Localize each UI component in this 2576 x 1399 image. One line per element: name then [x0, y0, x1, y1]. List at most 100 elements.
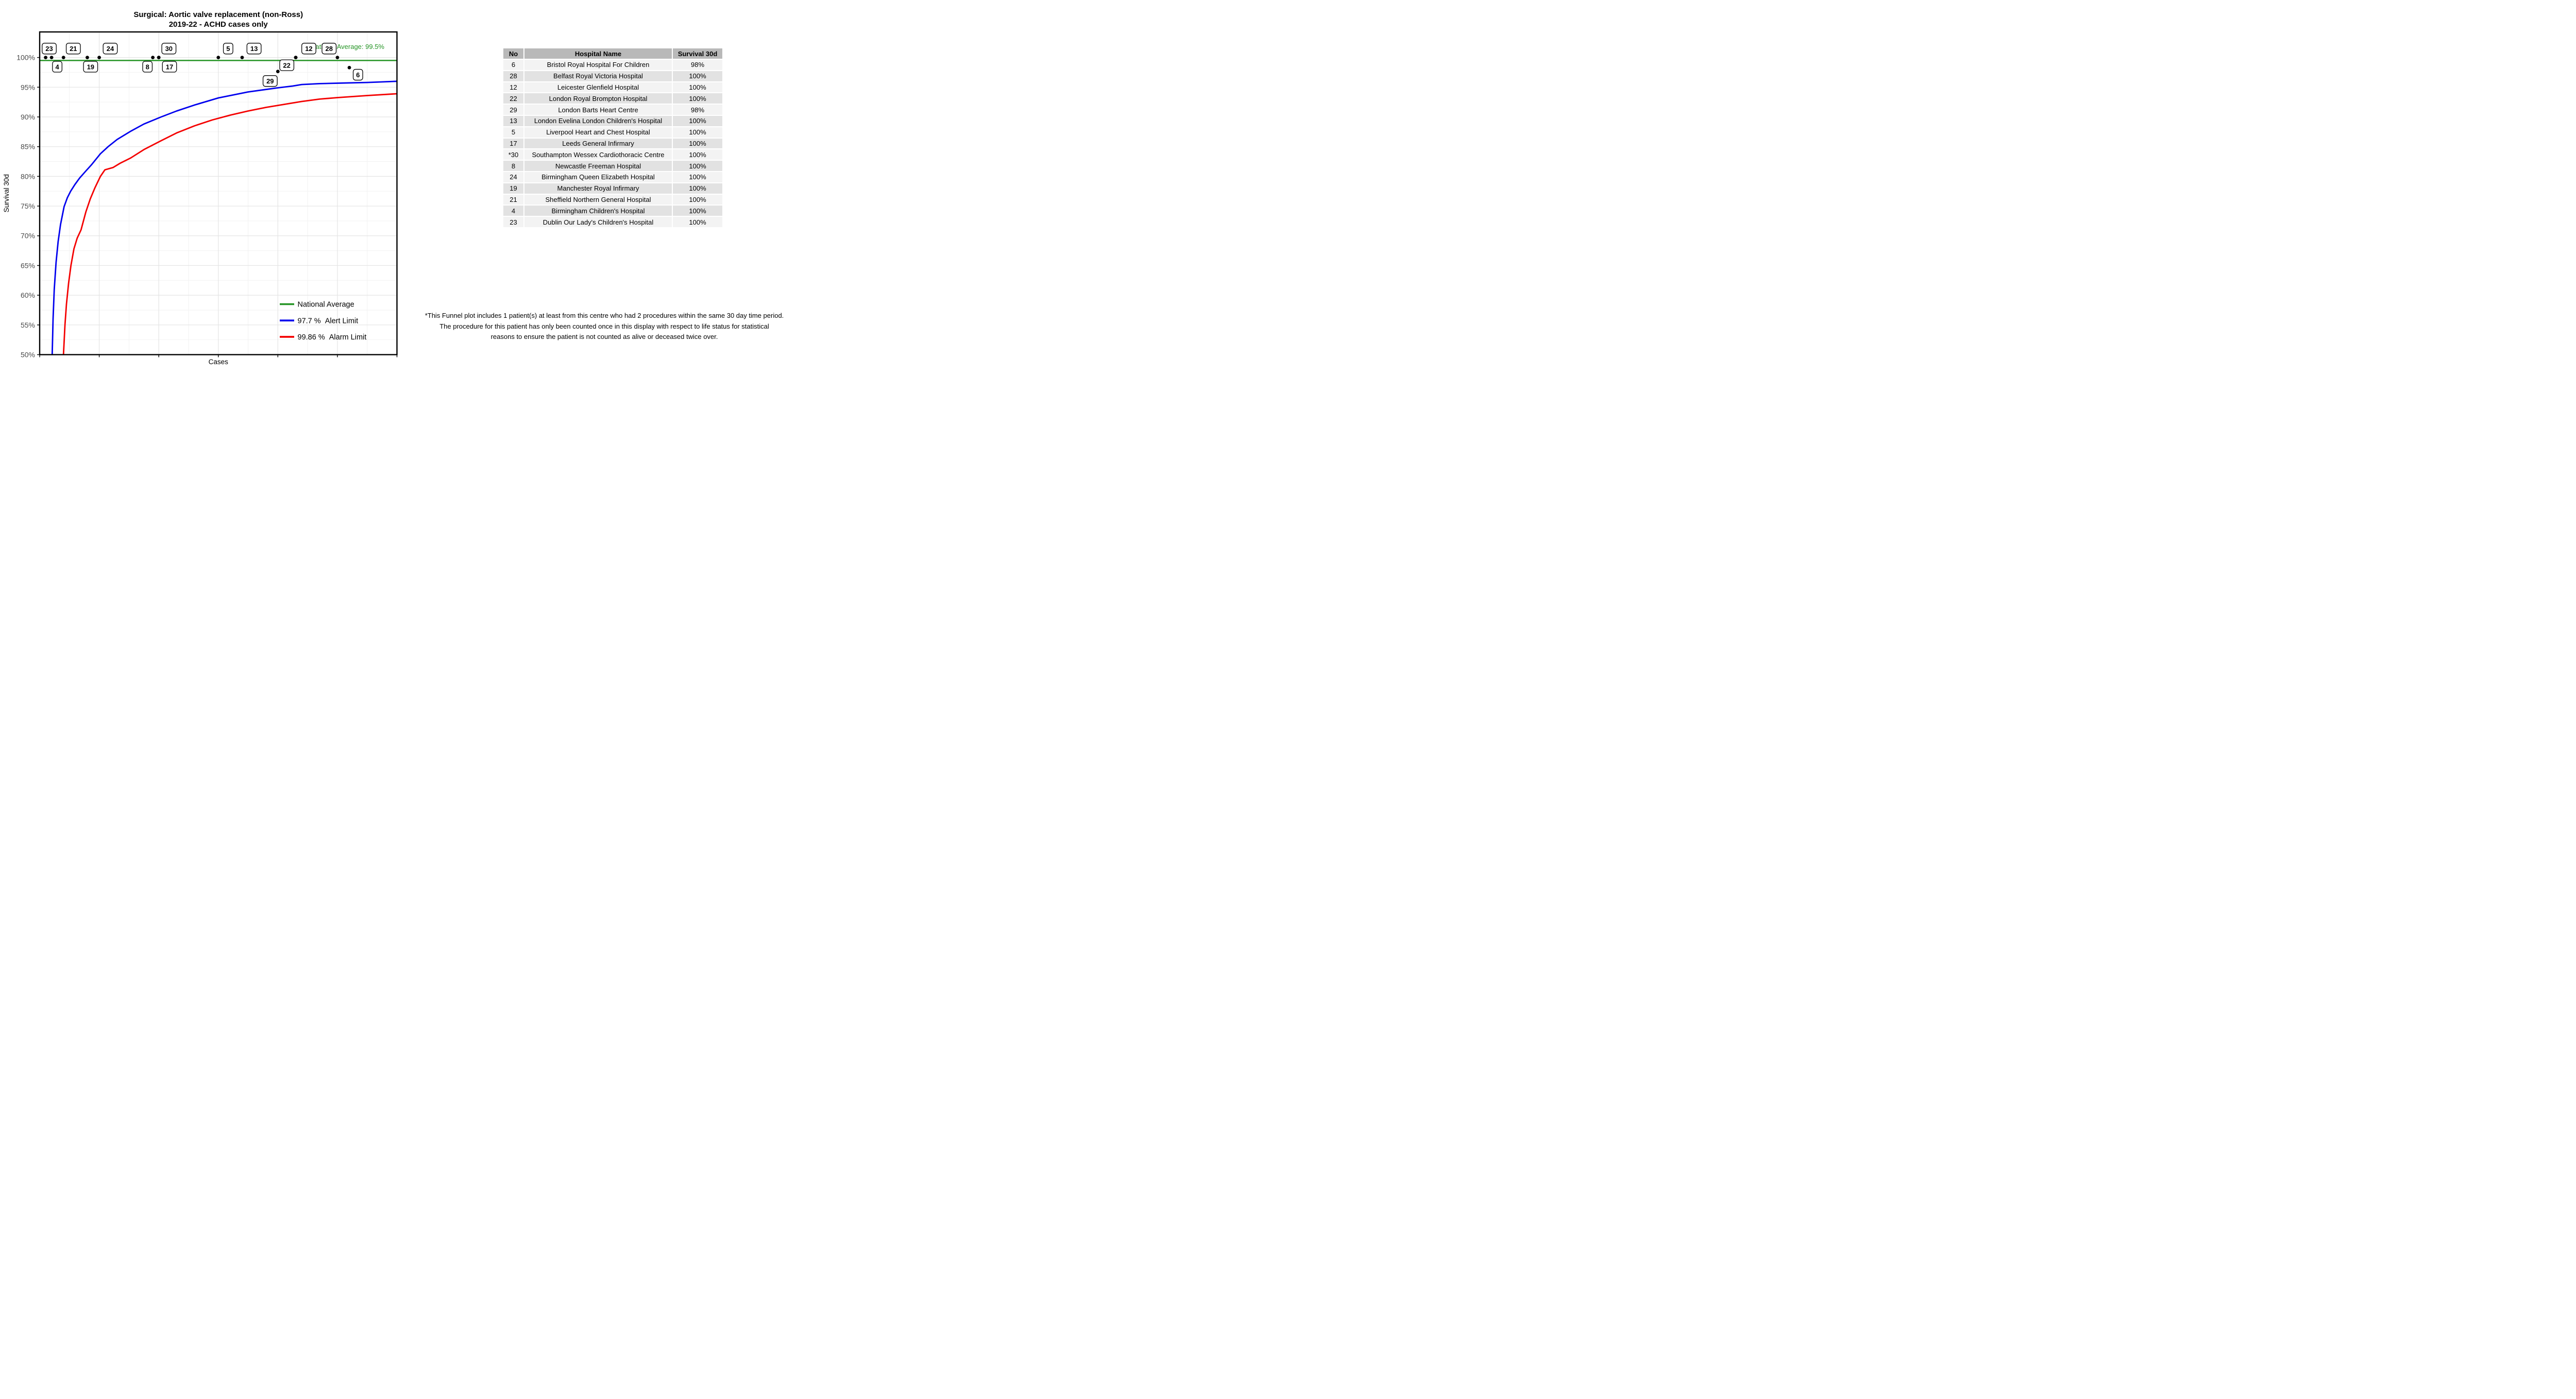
hospital-point-22 — [294, 56, 298, 60]
table-cell-survival: 100% — [673, 194, 722, 205]
table-header-survival: Survival 30d — [673, 48, 722, 59]
table-cell-survival: 100% — [673, 183, 722, 194]
table-cell-name: Manchester Royal Infirmary — [524, 183, 672, 194]
point-label-box — [142, 61, 153, 73]
table-row: 8 Newcastle Freeman Hospital 100% — [503, 161, 722, 171]
point-label-box — [301, 43, 316, 55]
table-cell-survival: 98% — [673, 105, 722, 115]
y-tick-label: 70% — [21, 232, 35, 240]
table-cell-no: *30 — [503, 149, 523, 160]
table-cell-survival: 100% — [673, 161, 722, 171]
point-label-28: 28 — [321, 43, 337, 55]
table-cell-no: 22 — [503, 93, 523, 104]
table-row: *30 Southampton Wessex Cardiothoracic Cen… — [503, 149, 722, 160]
y-tick-label: 75% — [21, 202, 35, 210]
data-points — [44, 56, 351, 74]
hospital-point-21 — [61, 56, 65, 60]
table-cell-name: Leeds General Infirmary — [524, 138, 672, 149]
hospital-point-17 — [157, 56, 161, 60]
table-row: 19 Manchester Royal Infirmary 100% — [503, 183, 722, 194]
table-row: 6 Bristol Royal Hospital For Children 98% — [503, 60, 722, 70]
table-row: 12 Leicester Glenfield Hospital 100% — [503, 82, 722, 93]
hospital-table-wrap: No Hospital Name Survival 30d 6 Bristol Roya… — [502, 47, 723, 228]
chart-subtitle: 2019-22 - ACHD cases only — [169, 20, 268, 29]
table-cell-survival: 100% — [673, 172, 722, 182]
y-tick-label: 85% — [21, 143, 35, 151]
point-label-text: 5 — [226, 45, 230, 53]
table-header-row: No Hospital Name Survival 30d — [503, 48, 722, 59]
point-label-text: 6 — [356, 71, 360, 79]
table-cell-name: London Barts Heart Centre — [524, 105, 672, 115]
point-labels: 23 4 21 19 24 8 30 17 5 13 12 22 28 29 6 — [42, 43, 363, 87]
hospital-point-19 — [86, 56, 89, 60]
table-cell-no: 8 — [503, 161, 523, 171]
alarm-limit-curve — [62, 93, 397, 355]
legend-item-1: 97.7 % Alert Limit — [280, 317, 358, 325]
point-label-box — [352, 69, 363, 81]
hospital-point-24 — [97, 56, 101, 60]
point-label-17: 17 — [162, 61, 177, 73]
table-cell-name: Liverpool Heart and Chest Hospital — [524, 127, 672, 138]
hospital-point-13 — [240, 56, 244, 60]
hospital-point-8 — [151, 56, 155, 60]
point-label-text: 28 — [326, 45, 333, 53]
table-cell-survival: 100% — [673, 93, 722, 104]
point-label-box — [246, 43, 262, 55]
gridlines — [39, 32, 398, 355]
hospital-point-23 — [44, 56, 47, 60]
table-cell-no: 21 — [503, 194, 523, 205]
table-row: 5 Liverpool Heart and Chest Hospital 100% — [503, 127, 722, 138]
table-cell-no: 4 — [503, 206, 523, 216]
point-label-box — [103, 43, 118, 55]
axes — [37, 57, 398, 357]
legend-label: National Average — [298, 301, 354, 309]
y-tick-label: 80% — [21, 172, 35, 180]
table-cell-survival: 100% — [673, 149, 722, 160]
table-cell-no: 29 — [503, 105, 523, 115]
table-row: 22 London Royal Brompton Hospital 100% — [503, 93, 722, 104]
point-label-box — [65, 43, 81, 55]
table-row: 29 London Barts Heart Centre 98% — [503, 105, 722, 115]
hospital-point-4 — [49, 56, 54, 60]
table-row: 13 London Evelina London Children's Hospi… — [503, 115, 722, 126]
x-axis-title: Cases — [209, 358, 229, 366]
table-cell-name: Bristol Royal Hospital For Children — [524, 60, 672, 70]
table-cell-no: 13 — [503, 115, 523, 126]
point-label-box — [223, 43, 233, 55]
point-label-22: 22 — [279, 59, 295, 71]
point-label-box — [161, 43, 177, 55]
table-row: 4 Birmingham Children's Hospital 100% — [503, 206, 722, 216]
table-cell-name: Birmingham Queen Elizabeth Hospital — [524, 172, 672, 182]
table-cell-survival: 100% — [673, 82, 722, 93]
y-tick-label: 55% — [21, 321, 35, 329]
table-cell-survival: 100% — [673, 138, 722, 149]
point-label-box — [42, 43, 57, 55]
table-header-name: Hospital Name — [524, 48, 672, 59]
hospital-point-28 — [335, 56, 340, 60]
table-cell-no: 5 — [503, 127, 523, 138]
table-cell-survival: 100% — [673, 206, 722, 216]
point-label-4: 4 — [52, 61, 62, 73]
table-cell-no: 23 — [503, 217, 523, 227]
funnel-plot: National Average: 99.5% 23 4 21 19 24 8 30 17 5 13… — [0, 0, 412, 371]
point-label-19: 19 — [83, 61, 98, 73]
point-label-6: 6 — [352, 69, 363, 81]
point-label-text: 21 — [70, 45, 77, 53]
table-cell-name: Belfast Royal Victoria Hospital — [524, 71, 672, 81]
point-label-13: 13 — [246, 43, 262, 55]
legend: National Average 97.7 % Alert Limit 99.86 … — [280, 301, 366, 342]
point-label-5: 5 — [223, 43, 233, 55]
table-header-no: No — [503, 48, 523, 59]
table-cell-no: 24 — [503, 172, 523, 182]
y-tick-label: 95% — [21, 83, 35, 91]
point-label-12: 12 — [301, 43, 316, 55]
point-label-text: 23 — [45, 45, 53, 53]
table-cell-name: Leicester Glenfield Hospital — [524, 82, 672, 93]
footnote-line-1: *This Funnel plot includes 1 patient(s) … — [425, 312, 784, 319]
table-cell-name: Newcastle Freeman Hospital — [524, 161, 672, 171]
hospital-point-5 — [216, 56, 221, 60]
footnote: *This Funnel plot includes 1 patient(s) … — [419, 311, 790, 343]
legend-label: 97.7 % Alert Limit — [298, 317, 359, 325]
table-cell-no: 19 — [503, 183, 523, 194]
table-cell-name: Dublin Our Lady's Children's Hospital — [524, 217, 672, 227]
